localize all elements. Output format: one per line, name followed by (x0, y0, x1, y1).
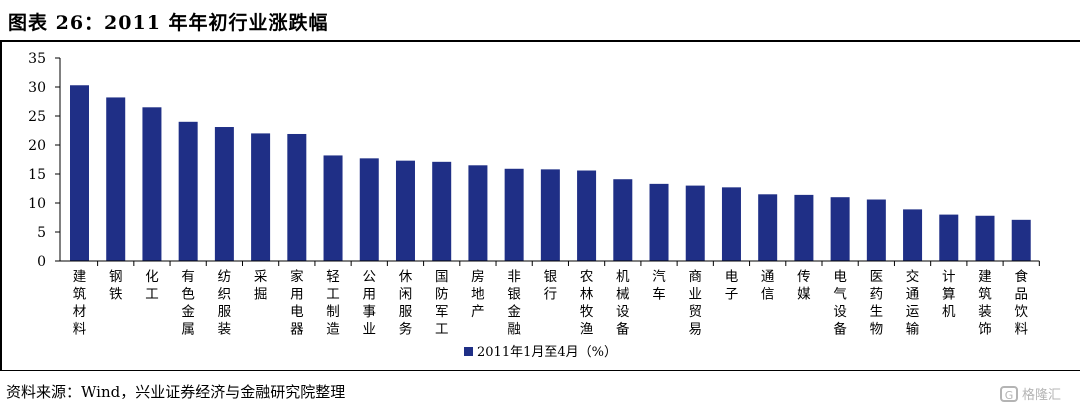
x-tick-label: 国防军工 (435, 269, 449, 338)
x-tick-label: 建筑装饰 (978, 269, 992, 338)
y-tick-label: 30 (28, 80, 46, 96)
bar (975, 215, 995, 261)
watermark-logo-icon: G (1000, 385, 1018, 402)
bar (866, 199, 886, 261)
bar (432, 161, 452, 261)
x-tick-label: 建筑材料 (73, 269, 87, 338)
x-tick-label: 化工 (145, 269, 159, 303)
x-tick-label: 银行 (544, 269, 558, 303)
x-tick-label: 电子 (725, 269, 739, 303)
bar (287, 133, 307, 261)
bar (649, 183, 669, 261)
bar (142, 107, 162, 261)
legend: 2011年1月至4月（%） (464, 345, 617, 360)
x-tick-label: 纺织服装 (218, 269, 232, 338)
x-tick-label: 食品饮料 (1014, 268, 1028, 338)
bars (70, 85, 1031, 262)
bar (468, 165, 488, 261)
x-tick-label: 钢铁 (109, 269, 123, 303)
bar (939, 214, 959, 261)
x-tick-label: 房地产 (471, 269, 485, 320)
watermark: G 格隆汇 (1000, 384, 1061, 403)
bar (540, 169, 560, 261)
bar (903, 209, 923, 261)
bar (70, 85, 89, 261)
bar (106, 97, 126, 261)
x-tick-label: 交通运输 (906, 268, 920, 338)
x-tick-label: 农林牧渔 (580, 269, 594, 338)
x-tick-label: 轻工制造 (326, 269, 340, 338)
bar (685, 185, 705, 261)
x-tick-label: 采掘 (254, 269, 268, 303)
x-tick-label: 通信 (761, 269, 775, 303)
y-tick-label: 25 (28, 109, 46, 125)
bar (251, 133, 271, 261)
bar (721, 187, 741, 261)
source-note: 资料来源：Wind，兴业证券经济与金融研究院整理 (6, 383, 346, 401)
bar (214, 127, 234, 262)
y-tick-label: 10 (28, 196, 46, 212)
legend-label: 2011年1月至4月（%） (477, 345, 617, 360)
y-tick-label: 35 (28, 51, 46, 67)
bar (577, 170, 597, 261)
x-tick-label: 机械设备 (616, 269, 630, 338)
y-tick-label: 0 (37, 254, 46, 270)
y-tick-label: 15 (28, 167, 46, 183)
bar (359, 158, 379, 261)
x-tick-label: 医药生物 (870, 269, 884, 338)
x-tick-label: 家用电器 (290, 268, 304, 338)
bar (830, 197, 850, 261)
y-tick-label: 5 (37, 225, 46, 241)
y-axis: 0 5 10 15 20 25 30 35 (28, 51, 61, 270)
y-tick-label: 20 (28, 138, 46, 154)
x-tick-label: 电气设备 (833, 269, 847, 338)
title-rule (0, 40, 1080, 42)
bar (794, 194, 814, 261)
x-tick-label: 公用事业 (363, 269, 377, 338)
bar (758, 194, 778, 261)
bar (1011, 219, 1031, 261)
bar (178, 121, 198, 261)
legend-swatch (464, 347, 473, 356)
bar (504, 168, 524, 261)
x-tick-label: 休闲服务 (399, 269, 413, 338)
x-tick-label: 传媒 (797, 269, 811, 303)
chart-title: 图表 26：2011 年年初行业涨跌幅 (8, 12, 329, 34)
footer-rule (0, 370, 1080, 371)
x-tick-label: 计算机 (942, 269, 956, 320)
x-tick-label: 汽车 (652, 269, 666, 303)
x-tick-label: 非银金融 (507, 269, 521, 338)
x-tick-label: 商业贸易 (688, 269, 702, 338)
bar (323, 155, 343, 261)
frame-left-rule (0, 40, 2, 370)
x-tick-label: 有色金属 (181, 269, 195, 338)
bar (613, 179, 633, 261)
watermark-text: 格隆汇 (1022, 388, 1062, 403)
bar (395, 160, 415, 261)
